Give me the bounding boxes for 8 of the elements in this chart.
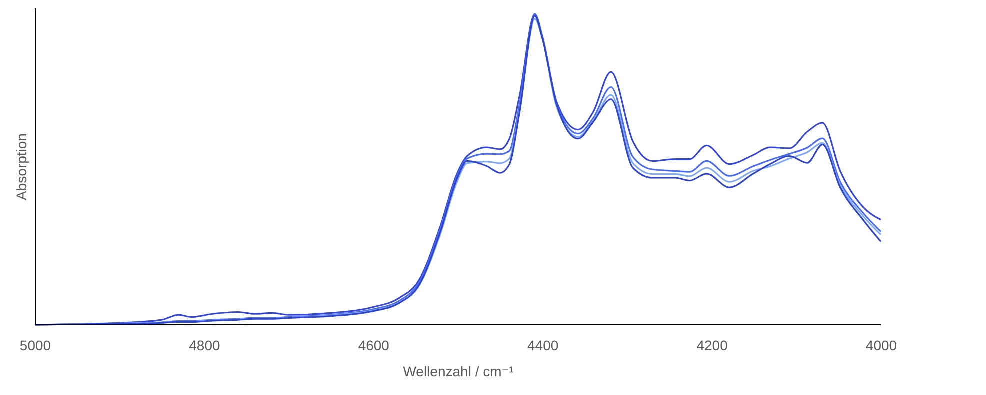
x-tick-label: 4600: [358, 338, 390, 354]
x-tick-label: 4000: [866, 338, 898, 354]
x-axis-title: Wellenzahl / cm⁻¹: [403, 364, 514, 380]
x-tick-label: 4400: [528, 338, 559, 354]
x-tick-label: 4800: [189, 338, 220, 354]
x-tick-label: 4200: [696, 338, 728, 354]
x-tick-label: 5000: [20, 338, 52, 354]
y-axis-title: Absorption: [14, 134, 30, 200]
